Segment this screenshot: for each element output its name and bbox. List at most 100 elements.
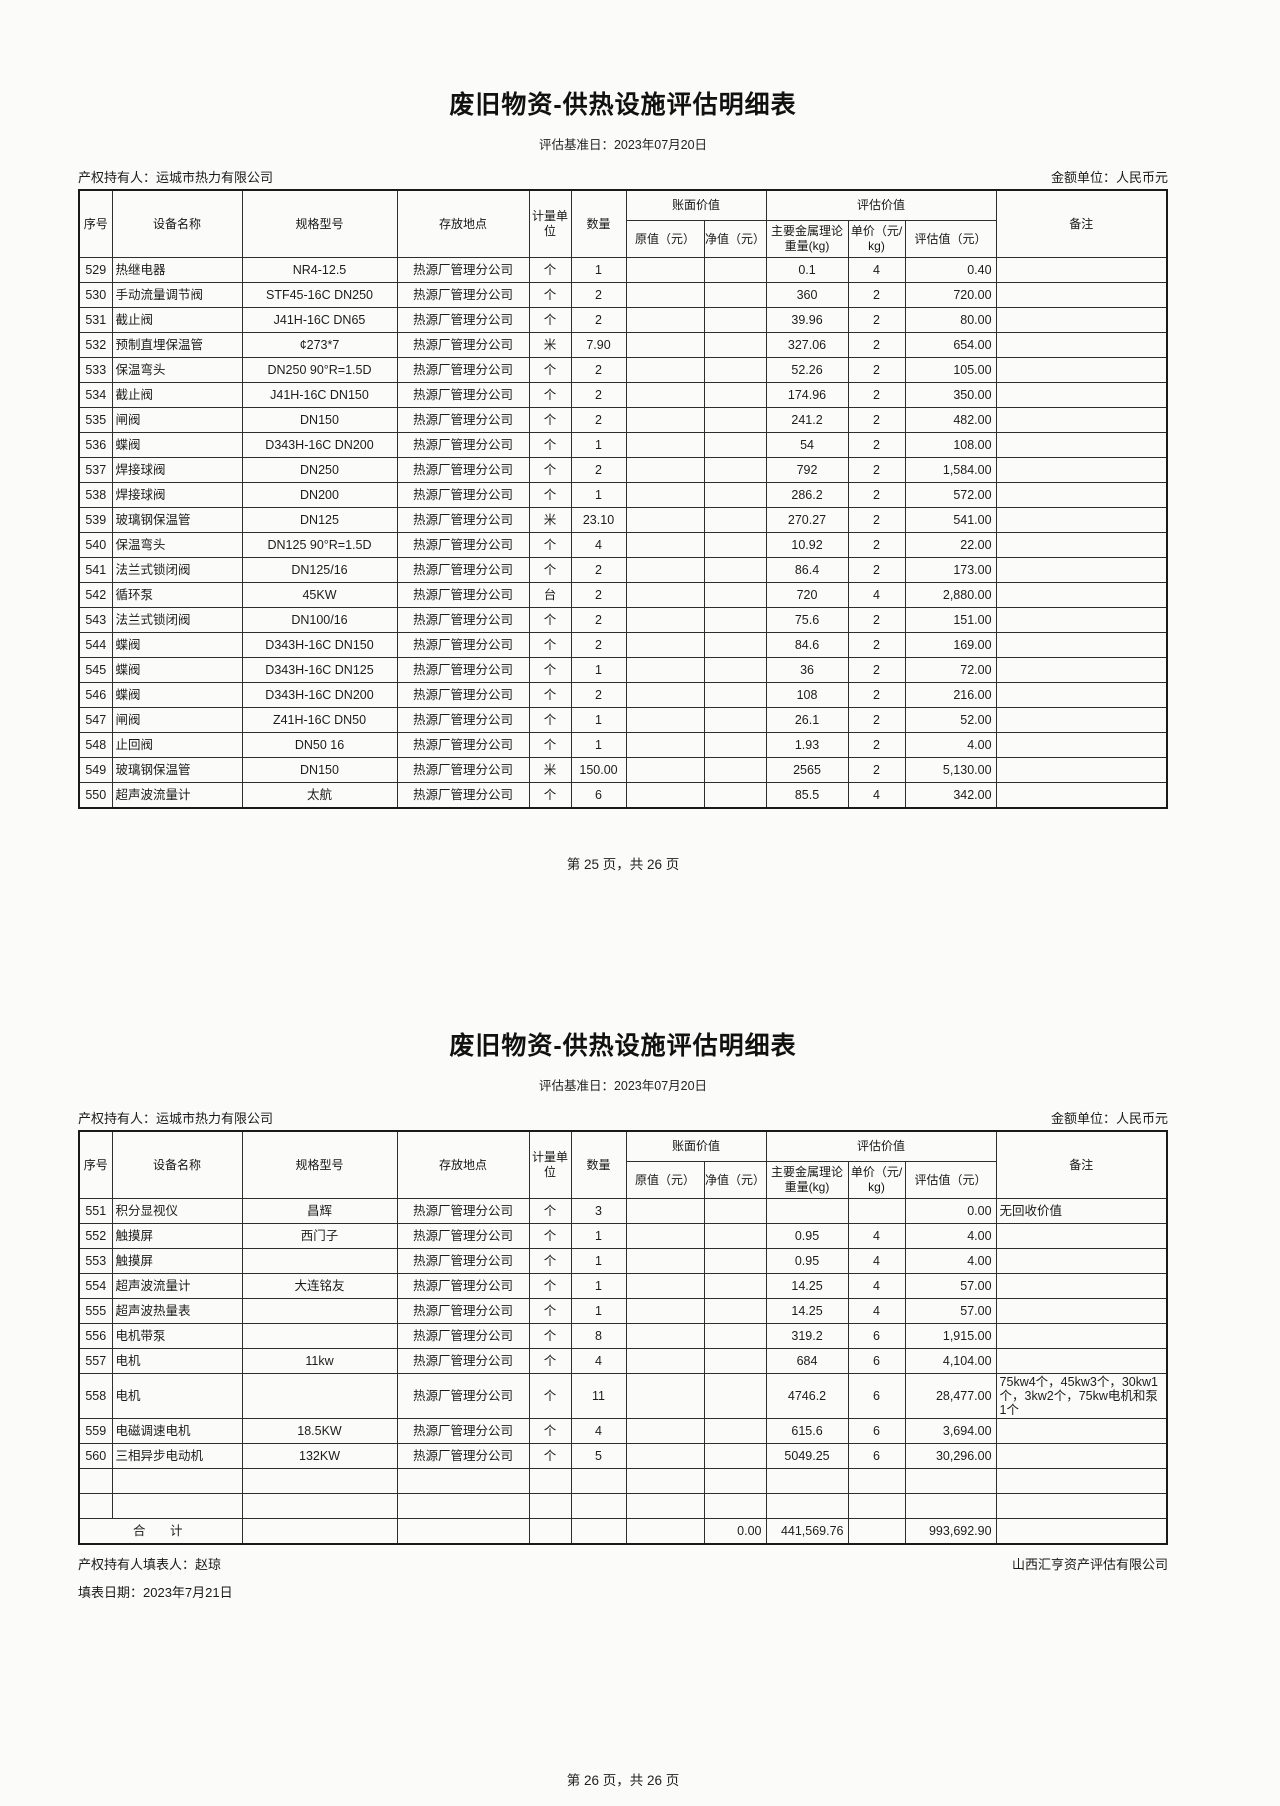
cell-remark xyxy=(995,482,1168,508)
currency-unit-label: 金额单位：人民币元 xyxy=(1050,1111,1168,1126)
cell-remark xyxy=(995,407,1168,433)
cell-assess-value: 654.00 xyxy=(904,332,997,358)
table-row: 544 蝶阀 D343H-16C DN150 热源厂管理分公司个 2 84.6 2 169.0… xyxy=(78,632,1168,658)
cell-name: 蝶阀 xyxy=(111,432,243,458)
cell-qty: 1 xyxy=(570,732,627,758)
cell-location: 热源厂管理分公司 xyxy=(396,1323,530,1349)
cell-spec: D343H-16C DN150 xyxy=(241,632,398,658)
meta-row: 产权持有人：运城市热力有限公司 金额单位：人民币元 xyxy=(78,167,1168,186)
cell-assess-value: 1,584.00 xyxy=(904,457,997,483)
cell-serial: 551 xyxy=(78,1198,113,1224)
cell-remark xyxy=(995,682,1168,708)
cell-orig-value xyxy=(625,1373,705,1419)
cell-qty: 11 xyxy=(570,1373,627,1419)
cell-weight: 360 xyxy=(765,282,849,308)
table-row: 530 手动流量调节阀 STF45-16C DN250 热源厂管理分公司个 2 360 2 7… xyxy=(78,282,1168,308)
cell-assess-value: 4.00 xyxy=(904,1248,997,1274)
cell-location: 热源厂管理分公司 xyxy=(396,757,530,783)
cell-weight xyxy=(765,1198,849,1224)
cell-orig-value xyxy=(625,1298,705,1324)
cell-serial xyxy=(78,1468,113,1494)
col-weight: 主要金属理论重量(kg) xyxy=(765,1161,849,1199)
col-remark: 备注 xyxy=(995,189,1168,258)
cell-location: 热源厂管理分公司 xyxy=(396,332,530,358)
col-serial: 序号 xyxy=(78,189,113,258)
cell-orig-value xyxy=(625,1418,705,1444)
cell-weight: 286.2 xyxy=(765,482,849,508)
cell-name: 超声波热量表 xyxy=(111,1298,243,1324)
cell-assess-value: 572.00 xyxy=(904,482,997,508)
cell-remark xyxy=(995,557,1168,583)
col-group-assess-value: 评估价值 xyxy=(765,1130,997,1162)
cell-net-value xyxy=(703,557,767,583)
cell-net-value xyxy=(703,507,767,533)
cell-unit: 个 xyxy=(528,1298,572,1324)
cell-spec xyxy=(241,1493,398,1519)
cell-qty: 1 xyxy=(570,482,627,508)
cell-qty: 1 xyxy=(570,1298,627,1324)
cell-remark xyxy=(995,632,1168,658)
cell-spec xyxy=(241,1468,398,1494)
col-qty: 数量 xyxy=(570,1130,627,1199)
cell-unit: 个 xyxy=(528,632,572,658)
col-orig-value: 原值（元） xyxy=(625,1161,705,1199)
col-assess-value: 评估值（元） xyxy=(904,220,997,258)
cell-unit: 个 xyxy=(528,407,572,433)
cell-weight: 85.5 xyxy=(765,782,849,809)
cell-qty: 1 xyxy=(570,257,627,283)
cell-unit: 个 xyxy=(528,1323,572,1349)
cell-remark xyxy=(995,657,1168,683)
cell-location: 热源厂管理分公司 xyxy=(396,482,530,508)
cell-unit-price xyxy=(847,1493,906,1519)
cell-qty: 2 xyxy=(570,282,627,308)
cell-net-value xyxy=(703,1273,767,1299)
cell-qty: 8 xyxy=(570,1323,627,1349)
table-row: 539 玻璃钢保温管 DN125 热源厂管理分公司米 23.10 270.27 2 541.0… xyxy=(78,507,1168,533)
cell-net-value xyxy=(703,382,767,408)
col-remark: 备注 xyxy=(995,1130,1168,1199)
cell-remark xyxy=(995,1418,1168,1444)
cell-unit-price: 2 xyxy=(847,707,906,733)
table-row: 543 法兰式锁闭阀 DN100/16 热源厂管理分公司个 2 75.6 2 151.00 xyxy=(78,607,1168,633)
cell-assess-value: 2,880.00 xyxy=(904,582,997,608)
cell-serial: 558 xyxy=(78,1373,113,1419)
cell-assess-value: 57.00 xyxy=(904,1273,997,1299)
cell-remark xyxy=(995,1223,1168,1249)
total-net-value: 0.00 xyxy=(703,1518,767,1545)
col-group-assess-value: 评估价值 xyxy=(765,189,997,221)
col-qty: 数量 xyxy=(570,189,627,258)
cell-orig-value xyxy=(625,1443,705,1469)
cell-qty: 2 xyxy=(570,682,627,708)
cell-orig-value xyxy=(625,257,705,283)
cell-unit-price xyxy=(847,1468,906,1494)
cell-unit: 个 xyxy=(528,357,572,383)
col-unit: 计量单位 xyxy=(528,189,572,258)
cell-unit-price: 2 xyxy=(847,682,906,708)
cell-unit xyxy=(528,1518,572,1545)
cell-unit xyxy=(528,1493,572,1519)
cell-qty xyxy=(570,1518,627,1545)
cell-assess-value: 342.00 xyxy=(904,782,997,809)
cell-unit-price: 4 xyxy=(847,582,906,608)
cell-unit: 个 xyxy=(528,1198,572,1224)
cell-net-value xyxy=(703,682,767,708)
cell-qty: 5 xyxy=(570,1443,627,1469)
cell-weight: 0.95 xyxy=(765,1248,849,1274)
cell-weight: 14.25 xyxy=(765,1298,849,1324)
cell-remark xyxy=(995,357,1168,383)
cell-orig-value xyxy=(625,482,705,508)
cell-serial: 555 xyxy=(78,1298,113,1324)
cell-unit-price: 2 xyxy=(847,457,906,483)
cell-location: 热源厂管理分公司 xyxy=(396,1198,530,1224)
cell-weight: 1.93 xyxy=(765,732,849,758)
page-number-footer: 第 26 页，共 26 页 xyxy=(566,1773,680,1788)
cell-net-value xyxy=(703,1248,767,1274)
table-row xyxy=(78,1493,1168,1519)
cell-name: 手动流量调节阀 xyxy=(111,282,243,308)
cell-name: 焊接球阀 xyxy=(111,457,243,483)
cell-spec: DN250 90°R=1.5D xyxy=(241,357,398,383)
cell-serial: 545 xyxy=(78,657,113,683)
cell-unit-price: 4 xyxy=(847,782,906,809)
table-row: 560 三相异步电动机 132KW 热源厂管理分公司个 5 5049.25 6 30,296.… xyxy=(78,1443,1168,1469)
page-26: 废旧物资-供热设施评估明细表 评估基准日：2023年07月20日 产权持有人：运… xyxy=(78,873,1168,1789)
